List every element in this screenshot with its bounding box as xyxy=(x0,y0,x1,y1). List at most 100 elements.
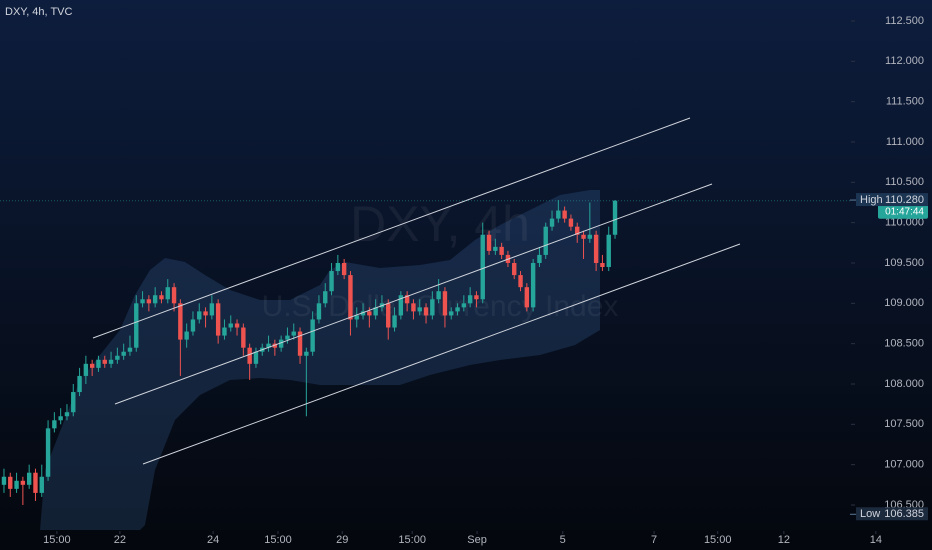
candle-body xyxy=(398,295,404,316)
candle-body xyxy=(171,287,177,304)
candle-body xyxy=(184,331,189,340)
candle-body xyxy=(499,246,504,255)
candle-body xyxy=(348,275,353,320)
candle-body xyxy=(215,303,221,336)
candle-body xyxy=(152,295,158,304)
candle-body xyxy=(417,307,422,312)
candle-body xyxy=(600,262,605,268)
candle-body xyxy=(562,210,567,219)
candle-body xyxy=(360,311,366,316)
candle-body xyxy=(278,339,284,348)
candle-body xyxy=(102,359,107,364)
candle-body xyxy=(404,295,410,304)
candle-body xyxy=(310,319,315,352)
candle-body xyxy=(140,299,145,304)
candle-body xyxy=(83,363,89,376)
candle-body xyxy=(587,234,593,239)
low-name: Low xyxy=(860,508,880,520)
candle-body xyxy=(568,218,574,227)
candle-body xyxy=(411,303,416,312)
chart-title: DXY, 4h, TVC xyxy=(5,6,73,18)
candle-body xyxy=(197,311,202,320)
candle-body xyxy=(354,315,359,320)
candle-body xyxy=(373,307,378,316)
candle-body xyxy=(8,476,13,489)
candle-body xyxy=(26,472,32,485)
candle-body xyxy=(449,311,454,316)
y-tick-label: 109.000 xyxy=(884,297,924,309)
candle-body xyxy=(593,234,599,263)
candle-body xyxy=(335,262,341,272)
candle-body xyxy=(77,375,82,393)
watermark-symbol: DXY, 4h xyxy=(350,196,530,252)
candle-body xyxy=(178,303,183,340)
candle-body xyxy=(304,351,309,356)
candle-body xyxy=(1,476,7,485)
candle-body xyxy=(20,480,26,485)
candle-body xyxy=(134,303,139,348)
plot xyxy=(1,200,618,505)
candle-body xyxy=(291,331,296,336)
candle-body xyxy=(222,327,227,336)
channel-line xyxy=(114,183,713,405)
channel-line xyxy=(142,243,741,465)
candle-body xyxy=(234,323,240,328)
x-tick-label: 15:00 xyxy=(264,534,292,546)
candle-body xyxy=(329,271,334,292)
candle-body xyxy=(493,246,498,251)
candle-body xyxy=(461,303,467,308)
x-tick-label: Sep xyxy=(467,534,487,546)
candle-body xyxy=(386,303,391,328)
candle-body xyxy=(297,331,303,356)
candle-body xyxy=(392,315,397,328)
candle-body xyxy=(512,262,517,276)
x-tick-label: 14 xyxy=(870,534,882,546)
candle-body xyxy=(575,226,580,235)
candle-body xyxy=(247,347,252,364)
x-tick-label: 22 xyxy=(114,534,126,546)
x-tick-label: 12 xyxy=(778,534,790,546)
y-tick-label: 107.500 xyxy=(884,418,924,430)
low-label: 106.385 xyxy=(884,508,924,520)
candle-body xyxy=(266,343,271,348)
channel-line xyxy=(92,117,691,339)
candle-body xyxy=(285,335,290,340)
high-box xyxy=(856,193,928,207)
y-tick-label: 108.000 xyxy=(884,378,924,390)
candle-body xyxy=(45,428,51,477)
candle-body xyxy=(96,359,101,368)
candle-body xyxy=(486,234,492,251)
candle-body xyxy=(71,392,76,413)
candle-body xyxy=(530,262,536,308)
candle-body xyxy=(127,347,133,352)
y-tick-label: 108.500 xyxy=(884,338,924,350)
candle-body xyxy=(203,311,208,316)
candle-body xyxy=(159,295,164,300)
candle-body xyxy=(209,303,215,316)
candle-body xyxy=(455,307,460,312)
candle-body xyxy=(423,307,429,316)
candle-body xyxy=(190,319,196,332)
candle-body xyxy=(549,218,555,227)
candle-body xyxy=(606,234,611,268)
candle-body xyxy=(33,472,38,493)
candle-body xyxy=(556,210,561,219)
x-tick-label: 15:00 xyxy=(704,534,732,546)
candle-body xyxy=(14,480,19,489)
y-tick-label: 112.500 xyxy=(885,15,924,27)
candle-body xyxy=(480,234,485,300)
candle-body xyxy=(612,200,618,235)
y-tick-label: 109.500 xyxy=(884,257,924,269)
candle-body xyxy=(108,359,114,364)
candle-body xyxy=(518,275,523,288)
y-tick-label: 110.500 xyxy=(885,176,924,188)
candle-body xyxy=(537,254,542,263)
candle-body xyxy=(121,351,126,356)
candle-body xyxy=(524,287,530,308)
candle-body xyxy=(323,291,328,304)
candle-body xyxy=(58,416,63,421)
candle-body xyxy=(52,420,57,429)
high-label: 110.280 xyxy=(885,194,924,206)
candle-body xyxy=(89,363,95,368)
